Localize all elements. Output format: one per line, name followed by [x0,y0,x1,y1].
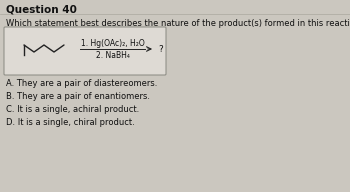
Text: D. It is a single, chiral product.: D. It is a single, chiral product. [6,118,135,127]
Text: 1. Hg(OAc)₂, H₂O: 1. Hg(OAc)₂, H₂O [80,39,144,47]
Text: Which statement best describes the nature of the product(s) formed in this react: Which statement best describes the natur… [6,19,350,28]
Text: Question 40: Question 40 [6,4,77,14]
Text: 2. NaBH₄: 2. NaBH₄ [96,50,130,60]
Text: B. They are a pair of enantiomers.: B. They are a pair of enantiomers. [6,92,150,101]
Text: C. It is a single, achiral product.: C. It is a single, achiral product. [6,105,139,114]
FancyBboxPatch shape [4,27,166,75]
Text: A. They are a pair of diastereomers.: A. They are a pair of diastereomers. [6,79,158,88]
Text: ?: ? [158,45,163,54]
